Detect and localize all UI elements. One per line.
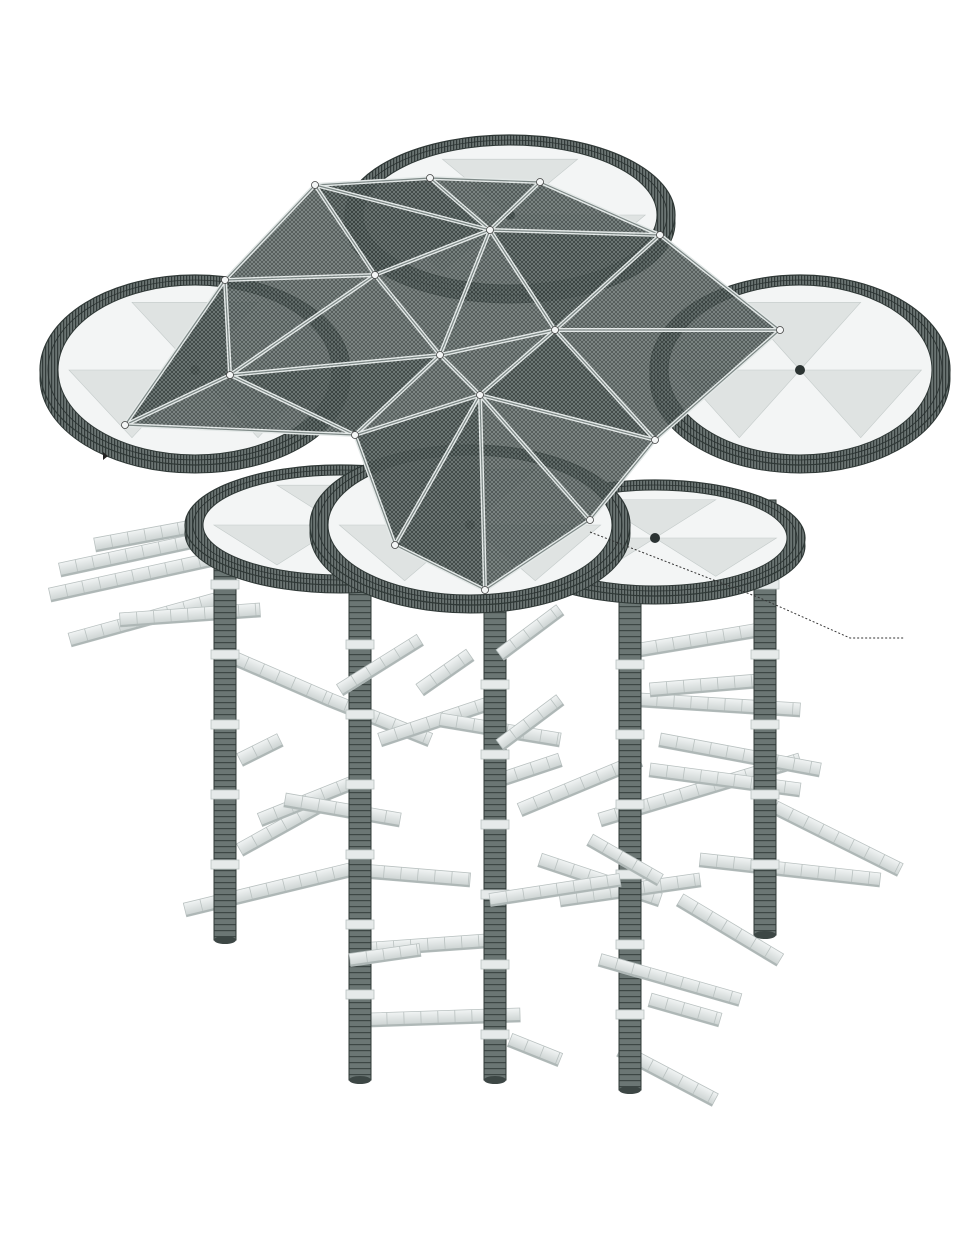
strut-node xyxy=(476,391,484,399)
mesh-facet xyxy=(480,395,655,520)
mesh-facet xyxy=(225,185,375,280)
strut-node xyxy=(586,516,594,524)
column-clamp xyxy=(615,939,645,950)
strut-node xyxy=(311,181,319,189)
slat-bar xyxy=(236,733,284,767)
column-clamp xyxy=(210,579,240,590)
strut-node xyxy=(226,371,234,379)
column-clamp xyxy=(615,799,645,810)
strut-node xyxy=(651,436,659,444)
mesh-facet xyxy=(315,185,490,275)
slat-bar xyxy=(506,1032,564,1068)
column-clamp xyxy=(345,919,375,930)
slat-bar xyxy=(648,672,772,698)
mesh-facet xyxy=(555,330,780,440)
strut-node xyxy=(776,326,784,334)
geodesic-mesh-roof xyxy=(121,174,784,594)
column-clamp xyxy=(480,819,510,830)
mesh-facet xyxy=(230,275,440,375)
slat-bar xyxy=(348,943,422,967)
slat-bar xyxy=(675,893,785,967)
column-clamp xyxy=(750,649,780,660)
column-clamp xyxy=(750,789,780,800)
column-clamp xyxy=(210,719,240,730)
column-clamp xyxy=(210,649,240,660)
strut-node xyxy=(121,421,129,429)
mesh-facet xyxy=(440,330,555,395)
slat-bar xyxy=(415,648,475,697)
slat-bar xyxy=(495,604,565,661)
arrow-marker-icon xyxy=(103,452,108,460)
strut-node xyxy=(391,541,399,549)
mesh-facet xyxy=(125,375,355,435)
column-clamp xyxy=(480,959,510,970)
strut-node xyxy=(221,276,229,284)
slat-bar xyxy=(369,1007,521,1028)
panel-wedge xyxy=(799,369,923,439)
leader-line xyxy=(589,531,905,639)
mesh-facet xyxy=(555,235,780,330)
slat-bar xyxy=(597,953,743,1007)
strut-node xyxy=(351,431,359,439)
slat-bar xyxy=(495,694,565,751)
mesh-facet xyxy=(355,395,480,545)
panel-wedge xyxy=(653,537,778,577)
mesh-facet xyxy=(480,395,590,590)
column-clamp xyxy=(615,1009,645,1020)
slat-bar xyxy=(488,873,622,907)
slat-bar xyxy=(647,992,723,1028)
slat-bar xyxy=(182,862,353,918)
column-clamp xyxy=(345,639,375,650)
column-clamp xyxy=(345,849,375,860)
mesh-facet xyxy=(395,395,485,590)
strut-node xyxy=(436,351,444,359)
column xyxy=(615,579,645,1094)
column xyxy=(210,499,240,944)
mesh-facet xyxy=(490,230,660,330)
slat-bar xyxy=(698,852,882,888)
column-clamp xyxy=(480,1029,510,1040)
strut-node xyxy=(481,586,489,594)
column-clamp xyxy=(345,709,375,720)
mesh-facet xyxy=(490,182,660,235)
column-clamp xyxy=(345,989,375,1000)
strut-node xyxy=(371,271,379,279)
column-clamp xyxy=(615,659,645,670)
column-clamp xyxy=(750,719,780,730)
column-clamp xyxy=(210,789,240,800)
strut-node xyxy=(551,326,559,334)
mesh-facet xyxy=(355,355,480,435)
slat-bar xyxy=(348,862,472,888)
mesh-facet xyxy=(375,230,490,355)
column xyxy=(345,559,375,1084)
mesh-facet xyxy=(440,230,555,355)
mesh-facet xyxy=(230,355,440,435)
slat-bar xyxy=(638,622,762,658)
hub xyxy=(650,533,660,543)
strut-node xyxy=(536,178,544,186)
strut-node xyxy=(426,174,434,182)
column-clamp xyxy=(345,779,375,790)
column-clamp xyxy=(750,859,780,870)
column-clamp xyxy=(480,679,510,690)
panel-wedge xyxy=(212,524,342,566)
strut-node xyxy=(486,226,494,234)
slat-bar xyxy=(48,552,212,603)
slat-bar xyxy=(586,833,664,887)
timber-slat-bars-front xyxy=(336,604,743,1007)
hub xyxy=(795,365,805,375)
column-clamp xyxy=(210,859,240,870)
column xyxy=(480,599,510,1084)
column-clamp xyxy=(480,749,510,760)
slat-bar xyxy=(336,633,424,697)
slat-bar xyxy=(756,793,904,877)
mesh-facet xyxy=(430,178,540,230)
strut-node xyxy=(656,231,664,239)
column-clamp xyxy=(615,729,645,740)
